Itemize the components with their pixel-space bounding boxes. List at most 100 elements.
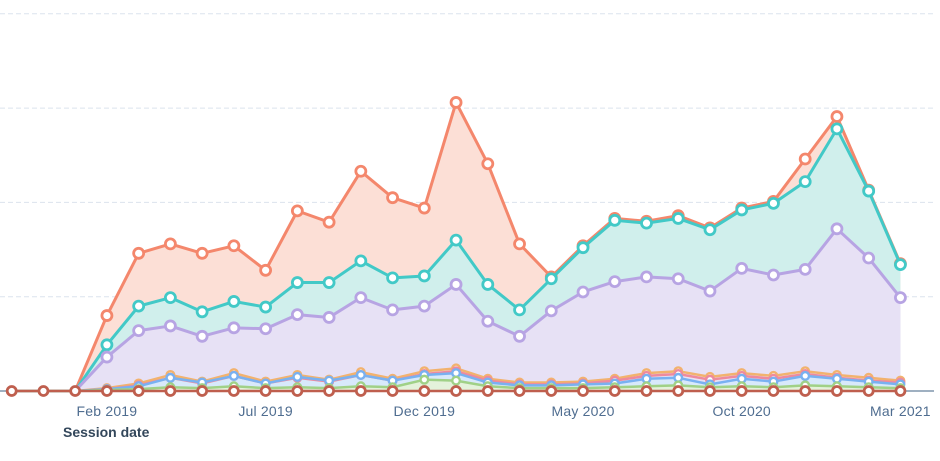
salmon-point-25[interactable] — [798, 152, 812, 166]
brick-point-16[interactable] — [513, 385, 526, 397]
brick-point-24[interactable] — [767, 385, 780, 397]
brick-point-12[interactable] — [386, 385, 399, 397]
salmon-point-13[interactable] — [417, 201, 431, 215]
salmon-point-26[interactable] — [830, 110, 844, 123]
teal-point-17[interactable] — [544, 272, 558, 286]
teal-point-13[interactable] — [417, 269, 431, 283]
purple-point-17[interactable] — [544, 304, 558, 318]
teal-point-16[interactable] — [513, 303, 526, 317]
purple-point-26[interactable] — [830, 222, 844, 236]
teal-point-23[interactable] — [735, 203, 749, 217]
teal-point-19[interactable] — [608, 213, 622, 227]
brick-point-11[interactable] — [354, 385, 367, 397]
salmon-point-5[interactable] — [163, 237, 177, 251]
purple-point-7[interactable] — [227, 321, 241, 335]
teal-point-9[interactable] — [290, 276, 304, 289]
brick-point-21[interactable] — [672, 385, 685, 397]
brick-point-1[interactable] — [37, 385, 50, 397]
salmon-point-15[interactable] — [481, 157, 495, 171]
purple-point-16[interactable] — [513, 329, 526, 343]
brick-point-26[interactable] — [831, 385, 843, 397]
salmon-point-3[interactable] — [100, 309, 114, 322]
salmon-point-14[interactable] — [449, 96, 463, 109]
brick-point-13[interactable] — [418, 385, 431, 397]
blue-point-25[interactable] — [800, 370, 811, 381]
brick-point-23[interactable] — [735, 385, 748, 397]
brick-point-27[interactable] — [862, 385, 875, 397]
teal-point-10[interactable] — [322, 276, 336, 289]
teal-point-25[interactable] — [798, 175, 812, 189]
salmon-point-8[interactable] — [259, 263, 273, 277]
purple-point-19[interactable] — [608, 275, 622, 289]
teal-point-14[interactable] — [449, 233, 463, 247]
purple-point-10[interactable] — [322, 311, 336, 324]
teal-point-8[interactable] — [259, 300, 273, 314]
brick-point-2[interactable] — [69, 385, 82, 397]
brick-point-8[interactable] — [259, 385, 272, 397]
purple-point-3[interactable] — [100, 350, 114, 364]
salmon-point-6[interactable] — [195, 246, 209, 260]
teal-point-5[interactable] — [163, 291, 177, 305]
purple-point-21[interactable] — [671, 272, 685, 286]
purple-point-18[interactable] — [576, 285, 590, 299]
teal-point-4[interactable] — [132, 299, 146, 313]
purple-point-23[interactable] — [735, 262, 749, 275]
salmon-point-10[interactable] — [322, 215, 336, 229]
purple-point-9[interactable] — [290, 308, 304, 322]
brick-point-20[interactable] — [640, 385, 653, 397]
blue-point-5[interactable] — [165, 372, 176, 383]
purple-point-24[interactable] — [767, 268, 780, 282]
salmon-point-7[interactable] — [227, 239, 241, 253]
brick-point-14[interactable] — [450, 385, 462, 397]
purple-point-4[interactable] — [132, 324, 146, 338]
brick-point-25[interactable] — [799, 385, 812, 397]
teal-point-12[interactable] — [386, 271, 399, 285]
teal-point-20[interactable] — [640, 216, 653, 230]
purple-point-6[interactable] — [195, 329, 209, 343]
brick-point-28[interactable] — [894, 385, 907, 397]
brick-point-3[interactable] — [101, 385, 113, 397]
purple-point-8[interactable] — [259, 322, 273, 336]
purple-point-15[interactable] — [481, 314, 495, 328]
salmon-point-4[interactable] — [132, 246, 146, 260]
brick-point-9[interactable] — [291, 385, 304, 397]
teal-point-6[interactable] — [195, 305, 209, 319]
teal-point-24[interactable] — [767, 196, 780, 210]
teal-point-21[interactable] — [671, 212, 685, 225]
green-point-14[interactable] — [451, 375, 462, 386]
purple-point-5[interactable] — [163, 319, 177, 333]
brick-point-5[interactable] — [164, 385, 177, 397]
purple-point-14[interactable] — [449, 278, 463, 291]
brick-point-22[interactable] — [704, 385, 716, 397]
purple-point-25[interactable] — [798, 262, 812, 276]
brick-point-7[interactable] — [227, 385, 240, 397]
blue-point-9[interactable] — [292, 371, 303, 382]
teal-point-28[interactable] — [894, 258, 907, 272]
brick-point-0[interactable] — [5, 385, 18, 397]
brick-point-18[interactable] — [577, 385, 589, 397]
teal-point-22[interactable] — [703, 223, 717, 237]
purple-point-13[interactable] — [417, 299, 431, 313]
brick-point-6[interactable] — [196, 385, 209, 397]
purple-point-22[interactable] — [703, 284, 717, 298]
teal-point-3[interactable] — [100, 338, 114, 352]
blue-point-11[interactable] — [355, 369, 366, 380]
teal-point-11[interactable] — [354, 254, 368, 268]
teal-point-18[interactable] — [576, 241, 590, 255]
salmon-point-11[interactable] — [354, 164, 368, 178]
brick-point-10[interactable] — [323, 385, 336, 397]
teal-point-26[interactable] — [830, 122, 844, 136]
purple-point-27[interactable] — [862, 251, 876, 265]
purple-point-20[interactable] — [640, 270, 653, 284]
salmon-point-12[interactable] — [386, 191, 399, 205]
brick-point-15[interactable] — [481, 385, 494, 397]
purple-point-11[interactable] — [354, 291, 368, 305]
salmon-point-9[interactable] — [290, 204, 304, 218]
purple-point-12[interactable] — [386, 303, 399, 317]
brick-point-4[interactable] — [132, 385, 145, 397]
teal-point-7[interactable] — [227, 295, 241, 308]
green-point-13[interactable] — [419, 374, 430, 385]
purple-point-28[interactable] — [894, 291, 907, 305]
blue-point-7[interactable] — [228, 370, 239, 381]
brick-point-19[interactable] — [608, 385, 621, 397]
